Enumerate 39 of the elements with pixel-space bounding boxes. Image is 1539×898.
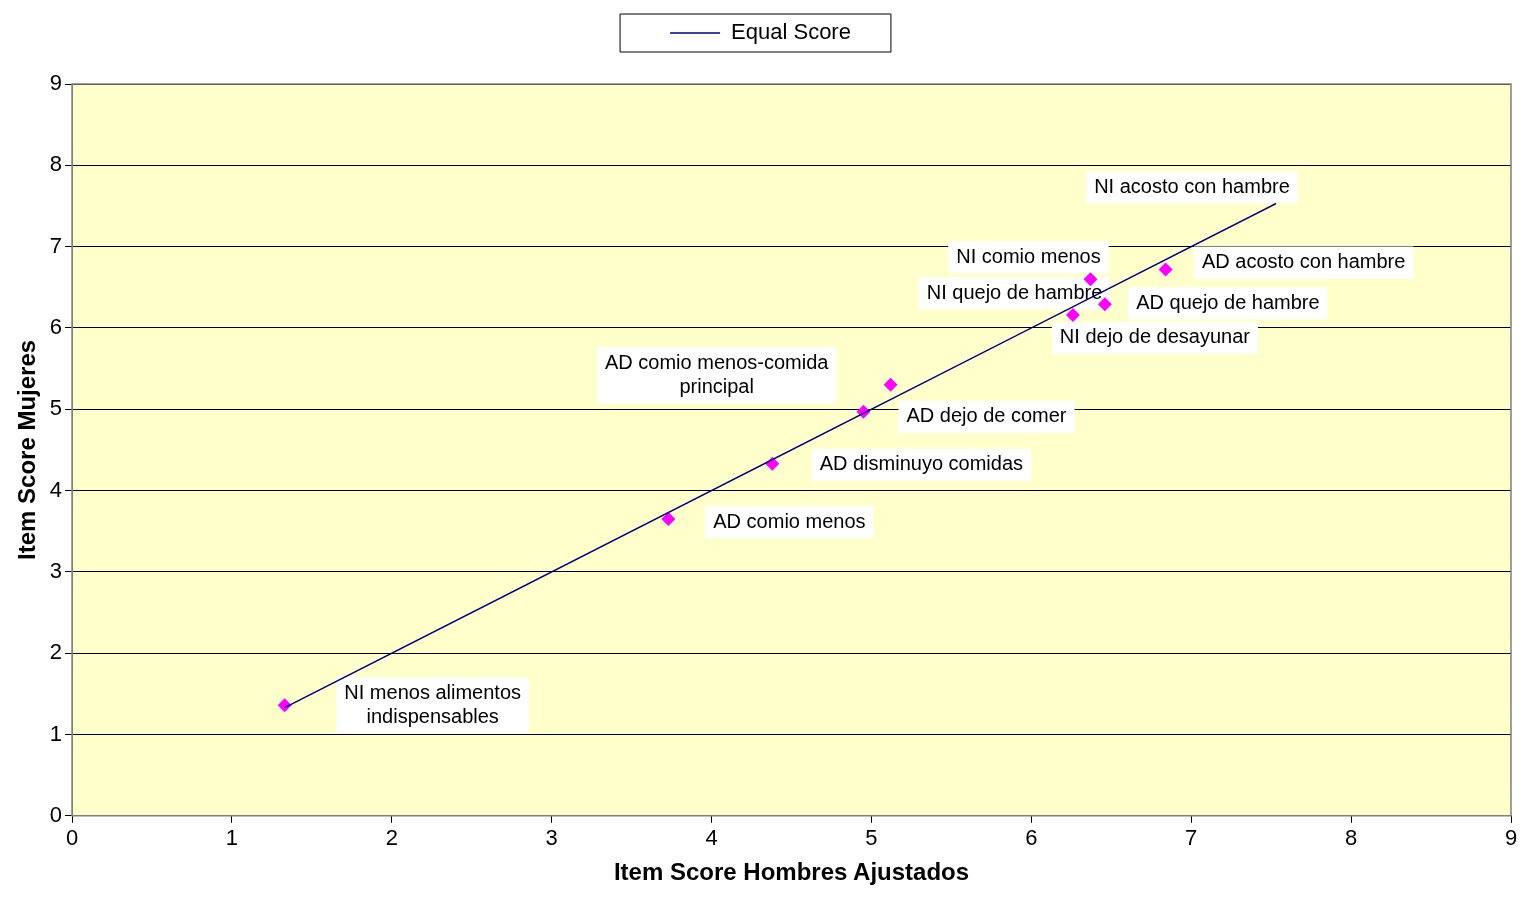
point [1065,307,1080,322]
annotation: NI comio menos [956,244,1101,267]
y-tick-label: 6 [49,314,63,339]
x-tick-label: 4 [705,825,718,851]
annotation: AD quejo de hambre [1136,290,1320,313]
point [661,512,676,527]
y-tick-label: 2 [49,639,63,665]
y-tick-label: 7 [49,232,63,258]
y-tick-label: 0 [49,801,63,827]
x-tick-label: 8 [1344,825,1358,851]
x-tick-label: 5 [865,825,878,851]
x-tick-label: 0 [65,825,79,851]
y-tick-label: 1 [49,720,63,746]
x-axis-title: Item Score Hombres Ajustados [613,858,970,886]
legend-label: Equal Score [731,19,851,45]
y-tick-label: 4 [49,476,63,502]
annotation: AD comio menos [713,509,866,532]
annotation: NI acosto con hambre [1094,175,1290,198]
x-tick-label: 9 [1504,825,1518,851]
y-tick-label: 9 [49,70,63,96]
point [1097,297,1112,312]
annotation: NI dejo de desayunar [1059,325,1251,348]
annotation: AD disminuyo comidas [819,452,1024,475]
y-tick-label: 8 [49,151,63,177]
y-tick-label: 3 [49,557,63,583]
x-tick-label: 2 [385,825,398,851]
annotation: AD comio menos-comida principal [604,350,830,397]
point [1158,262,1173,277]
annotation: NI quejo de hambre [926,280,1103,303]
x-tick-label: 6 [1025,825,1038,851]
point [883,377,898,392]
annotation: NI menos alimentos indispensables [344,680,522,727]
y-axis-title: Item Score Mujeres [13,339,41,560]
annotation: AD dejo de comer [906,404,1067,427]
y-tick-label: 5 [49,395,63,421]
annotation: AD acosto con hambre [1201,249,1406,272]
x-tick-label: 1 [225,825,239,851]
x-tick-label: 7 [1185,825,1198,851]
x-tick-label: 3 [545,825,558,851]
